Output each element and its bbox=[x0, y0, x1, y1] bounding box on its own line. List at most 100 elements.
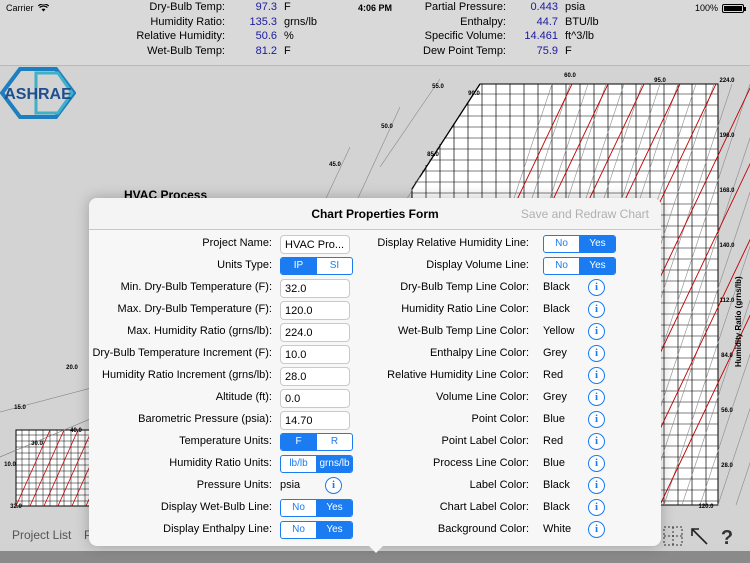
project-list-button[interactable]: Project List bbox=[12, 528, 72, 542]
segmented-control[interactable]: No Yes bbox=[543, 235, 616, 253]
field-label: Point Color: bbox=[471, 413, 529, 425]
text-field[interactable] bbox=[280, 279, 350, 298]
segment-option[interactable]: No bbox=[555, 260, 568, 271]
segmented-control[interactable]: lb/lb grns/lb bbox=[280, 455, 353, 473]
x-tick-label: 120.0 bbox=[698, 504, 714, 510]
text-field[interactable] bbox=[280, 345, 350, 364]
form-row: Humidity Ratio Units: bbox=[89, 454, 272, 474]
segmented-control[interactable]: No Yes bbox=[543, 257, 616, 275]
field-label: Temperature Units: bbox=[179, 435, 272, 447]
text-field[interactable] bbox=[280, 323, 350, 342]
segment-option[interactable]: Yes bbox=[316, 500, 352, 516]
info-icon[interactable]: i bbox=[588, 323, 605, 340]
enthalpy-line bbox=[379, 78, 441, 168]
segmented-control[interactable]: IP SI bbox=[280, 257, 353, 275]
form-row: Humidity Ratio Increment (grns/lb): bbox=[89, 366, 272, 386]
field-label: Dry-Bulb Temp Line Color: bbox=[400, 281, 529, 293]
info-icon[interactable]: i bbox=[588, 499, 605, 516]
info-icon[interactable]: i bbox=[588, 301, 605, 318]
readout-value: 75.9 bbox=[536, 44, 558, 57]
status-time: 4:06 PM bbox=[357, 3, 392, 13]
info-icon[interactable]: i bbox=[588, 279, 605, 296]
text-field[interactable] bbox=[280, 235, 350, 254]
bottom-toolbar: Project List P ? bbox=[0, 521, 750, 551]
form-row: Wet-Bulb Temp Line Color: bbox=[89, 322, 529, 342]
segment-option[interactable]: SI bbox=[316, 258, 352, 274]
readout-value: 0.443 bbox=[530, 1, 558, 13]
text-field[interactable] bbox=[280, 389, 350, 408]
project-list-partial-text: P bbox=[84, 528, 93, 542]
wet-bulb-label: 90.0 bbox=[468, 91, 480, 97]
field-value: Red bbox=[543, 369, 564, 381]
field-value: psia bbox=[280, 479, 301, 491]
text-field[interactable] bbox=[280, 301, 350, 320]
wet-bulb-label: 30.0 bbox=[31, 441, 43, 447]
segmented-control[interactable]: No Yes bbox=[280, 499, 353, 517]
form-row: Volume Line Color: bbox=[89, 388, 529, 408]
form-row: Display Wet-Bulb Line: bbox=[89, 498, 272, 518]
help-icon[interactable]: ? bbox=[716, 525, 738, 547]
enthalpy-label: 20.0 bbox=[66, 365, 78, 371]
segment-option[interactable]: No bbox=[555, 238, 568, 249]
readout-value: 97.3 bbox=[255, 1, 277, 13]
field-value: Black bbox=[543, 479, 570, 491]
svg-text:?: ? bbox=[721, 527, 733, 547]
info-icon[interactable]: i bbox=[588, 455, 605, 472]
segmented-control[interactable]: No Yes bbox=[280, 521, 353, 539]
info-icon[interactable]: i bbox=[325, 477, 342, 494]
readout-value: 50.6 bbox=[255, 30, 277, 42]
enthalpy-line bbox=[717, 407, 750, 506]
field-label: Pressure Units: bbox=[196, 479, 272, 491]
arrow-pointer-icon[interactable] bbox=[688, 525, 710, 547]
save-and-redraw-button[interactable]: Save and Redraw Chart bbox=[520, 207, 649, 221]
info-icon[interactable]: i bbox=[588, 367, 605, 384]
form-row: Enthalpy Line Color: bbox=[89, 344, 529, 364]
segment-option[interactable]: No bbox=[292, 502, 305, 513]
field-value: Grey bbox=[543, 391, 567, 403]
field-label: Project Name: bbox=[202, 237, 272, 249]
info-icon[interactable]: i bbox=[588, 345, 605, 362]
field-value: Black bbox=[543, 281, 570, 293]
enthalpy-label: 10.0 bbox=[4, 462, 16, 468]
grid-select-icon[interactable] bbox=[662, 525, 684, 547]
form-row: Display Enthalpy Line: bbox=[89, 520, 272, 540]
segment-option[interactable]: grns/lb bbox=[316, 456, 352, 472]
field-label: Max. Humidity Ratio (grns/lb): bbox=[127, 325, 272, 337]
field-label: Min. Dry-Bulb Temperature (F): bbox=[120, 281, 272, 293]
status-bar: Carrier 4:06 PM 100% bbox=[0, 0, 750, 16]
form-row: Units Type: bbox=[89, 256, 272, 276]
form-row: Display Volume Line: bbox=[89, 256, 529, 276]
segment-option[interactable]: Yes bbox=[316, 522, 352, 538]
info-icon[interactable]: i bbox=[588, 477, 605, 494]
field-label: Barometric Pressure (psia): bbox=[138, 413, 272, 425]
info-icon[interactable]: i bbox=[588, 521, 605, 538]
y-axis-title: Humidity Ratio (grns/lb) bbox=[734, 276, 743, 367]
text-field[interactable] bbox=[280, 411, 350, 430]
field-value: Yellow bbox=[543, 325, 575, 337]
relative-humidity-line bbox=[57, 429, 93, 507]
readout-label: Enthalpy: bbox=[460, 15, 506, 28]
segment-option[interactable]: Yes bbox=[579, 258, 615, 274]
field-label: Altitude (ft): bbox=[215, 391, 272, 403]
wet-bulb-label: 40.0 bbox=[70, 428, 82, 434]
text-field[interactable] bbox=[280, 367, 350, 386]
segment-option[interactable]: IP bbox=[281, 258, 316, 274]
segment-option[interactable]: No bbox=[292, 524, 305, 535]
form-row: Max. Dry-Bulb Temperature (F): bbox=[89, 300, 272, 320]
enthalpy-line bbox=[681, 299, 750, 506]
segment-option[interactable]: F bbox=[281, 434, 316, 450]
readout-unit: psia bbox=[565, 1, 586, 13]
info-icon[interactable]: i bbox=[588, 411, 605, 428]
form-row: Max. Humidity Ratio (grns/lb): bbox=[89, 322, 272, 342]
field-label: Background Color: bbox=[437, 523, 529, 535]
readout-label: Dew Point Temp: bbox=[423, 44, 506, 57]
segment-option[interactable]: R bbox=[316, 434, 352, 450]
field-value: Red bbox=[543, 435, 564, 447]
segment-option[interactable]: Yes bbox=[579, 236, 615, 252]
info-icon[interactable]: i bbox=[588, 433, 605, 450]
field-label: Humidity Ratio Increment (grns/lb): bbox=[102, 369, 272, 381]
form-row: Point Label Color: bbox=[89, 432, 529, 452]
segment-option[interactable]: lb/lb bbox=[289, 458, 308, 469]
info-icon[interactable]: i bbox=[588, 389, 605, 406]
